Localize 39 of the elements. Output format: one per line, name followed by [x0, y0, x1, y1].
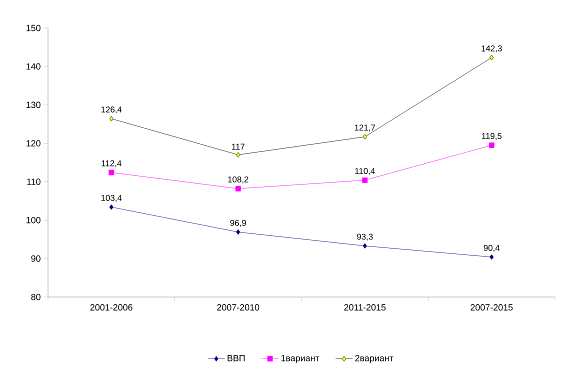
x-tick-label: 2007-2010 — [217, 304, 260, 311]
point — [362, 243, 367, 249]
point — [490, 254, 494, 260]
data-label: 103,4 — [101, 194, 122, 202]
x-tick-label: 2007-2015 — [470, 304, 513, 311]
point — [109, 204, 114, 210]
x-tick-label: 2011-2015 — [344, 304, 386, 311]
y-tick-label: 140 — [26, 63, 40, 70]
data-label: 142,3 — [482, 45, 502, 52]
data-label: 112,4 — [102, 160, 122, 168]
y-tick-label: 130 — [26, 102, 40, 108]
x-tick-label: 2001-2006 — [90, 304, 132, 311]
data-label: 90,4 — [484, 244, 500, 252]
point — [488, 142, 494, 148]
data-label: 96,9 — [230, 220, 246, 227]
y-tick-label: 110 — [27, 178, 40, 185]
point — [108, 170, 114, 176]
y-tick-label: 150 — [26, 24, 40, 32]
point — [362, 177, 368, 183]
y-tick-label: 120 — [26, 140, 40, 146]
point — [236, 229, 240, 235]
point — [236, 152, 240, 158]
y-tick-label: 90 — [31, 255, 40, 262]
data-label: 126,4 — [101, 106, 122, 114]
data-label: 110,4 — [355, 168, 375, 175]
data-label: 108,2 — [228, 176, 248, 184]
data-label: 119,5 — [482, 133, 502, 140]
data-label: 117 — [232, 144, 244, 150]
legend-label: ВВП — [228, 355, 245, 362]
y-tick-label: 80 — [31, 294, 40, 300]
legend-label: 2вариант — [355, 354, 394, 364]
point — [235, 186, 241, 192]
point — [362, 134, 367, 140]
y-tick-label: 100 — [26, 216, 40, 224]
legend-label: 1вариант — [281, 355, 320, 364]
point — [490, 54, 494, 60]
data-label: 121,7 — [354, 124, 376, 132]
point — [109, 116, 114, 122]
data-label: 93,3 — [357, 234, 373, 241]
